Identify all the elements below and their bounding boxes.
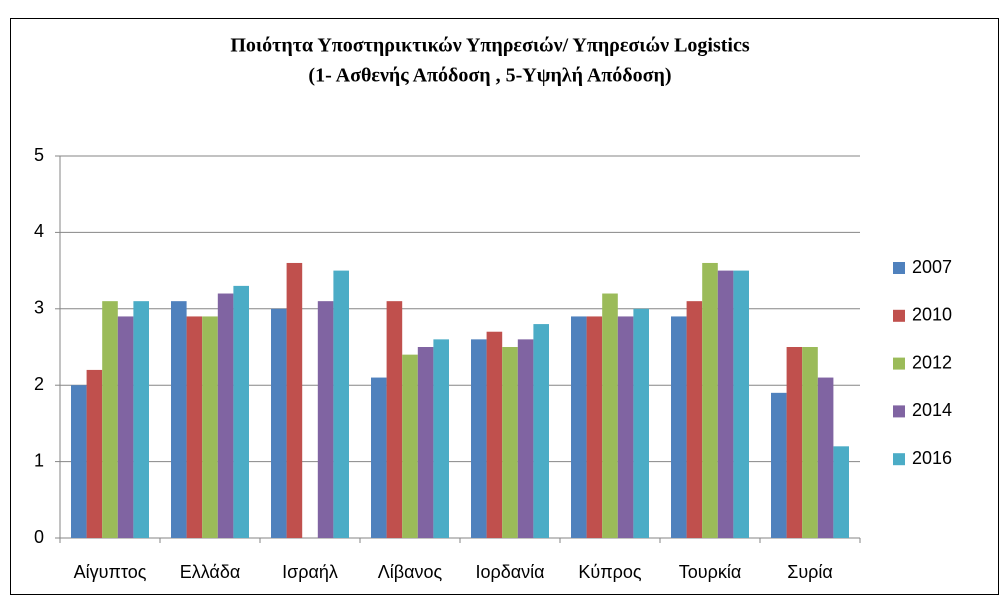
bar (317, 301, 334, 538)
bar (286, 262, 303, 538)
bar (786, 347, 803, 538)
bar (633, 308, 649, 538)
x-tick-label: Ιορδανία (475, 562, 544, 582)
bar (471, 339, 487, 538)
bar (502, 347, 518, 538)
bar (117, 316, 134, 538)
legend-label: 2016 (912, 448, 952, 468)
legend-swatch (893, 309, 905, 322)
bar (833, 446, 849, 538)
bar (71, 385, 87, 538)
bar (702, 262, 718, 538)
x-tick-label: Ελλάδα (180, 562, 241, 582)
bar (417, 347, 434, 538)
bar (571, 316, 587, 538)
y-tick-label: 0 (34, 527, 44, 547)
bar (717, 270, 734, 538)
y-tick-label: 4 (34, 221, 44, 241)
bar (133, 301, 149, 538)
y-tick-label: 3 (34, 298, 44, 318)
bar (371, 377, 387, 538)
legend-label: 2014 (912, 400, 952, 420)
bar (617, 316, 634, 538)
bar (333, 270, 349, 538)
bar (586, 316, 603, 538)
x-tick-label: Συρία (787, 562, 833, 582)
x-tick-label: Τουρκία (679, 562, 742, 582)
x-tick-label: Κύπρος (578, 562, 642, 582)
bar (802, 347, 818, 538)
bar (186, 316, 203, 538)
x-tick-label: Ισραήλ (282, 562, 338, 582)
legend-swatch (893, 357, 905, 370)
bar (271, 308, 287, 538)
bar (486, 331, 503, 538)
bar (102, 301, 118, 538)
y-tick-label: 2 (34, 374, 44, 394)
bar (733, 270, 749, 538)
bar (402, 354, 418, 538)
y-tick-label: 5 (34, 145, 44, 165)
x-tick-label: Λίβανος (378, 562, 443, 582)
bar (233, 285, 249, 538)
bar (686, 301, 703, 538)
bar (533, 324, 549, 538)
bar (517, 339, 534, 538)
legend-label: 2010 (912, 305, 952, 325)
bar (217, 293, 234, 538)
legend-swatch (893, 405, 905, 418)
bar (433, 339, 449, 538)
bar (771, 392, 787, 538)
bar (171, 301, 187, 538)
bar (386, 301, 403, 538)
bar (602, 293, 618, 538)
y-tick-label: 1 (34, 450, 44, 470)
bar (202, 316, 218, 538)
legend-swatch (893, 262, 905, 274)
legend-swatch (893, 453, 905, 466)
x-tick-label: Αίγυπτος (74, 562, 147, 582)
chart-title: Ποιότητα Υποστηρικτικών Υπηρεσιών/ Υπηρε… (230, 35, 749, 57)
bar (817, 377, 834, 538)
legend-label: 2007 (912, 257, 952, 277)
legend-label: 2012 (912, 352, 952, 372)
chart-subtitle: (1- Ασθενής Απόδοση , 5-Υψηλή Απόδοση) (308, 65, 671, 87)
bar (86, 369, 103, 538)
bar (671, 316, 687, 538)
